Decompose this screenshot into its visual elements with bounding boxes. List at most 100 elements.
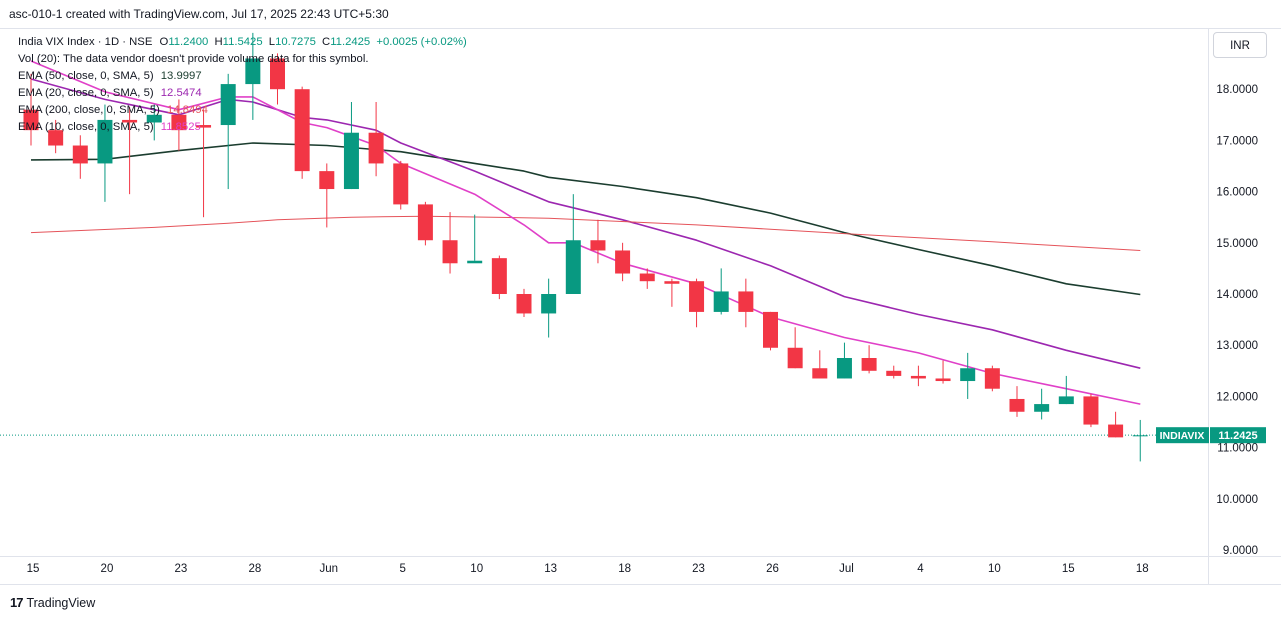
candle-body — [910, 375, 926, 379]
volume-note[interactable]: Vol (20): The data vendor doesn't provid… — [18, 53, 369, 65]
currency-button[interactable]: INR — [1213, 32, 1267, 58]
candle-body — [1034, 404, 1050, 412]
ema10-value: 11.8525 — [160, 121, 201, 133]
y-tick-label: 17.0000 — [1216, 135, 1258, 147]
tradingview-logo-text: TradingView — [26, 596, 96, 610]
candle-body — [491, 258, 507, 294]
candle-body — [886, 370, 902, 376]
ema50-label: EMA (50, close, 0, SMA, 5) — [18, 70, 154, 82]
high-label: H — [214, 36, 223, 48]
candle-body — [565, 240, 581, 294]
candle-body — [1058, 396, 1074, 405]
candle-body — [294, 89, 310, 172]
candle-body — [417, 204, 433, 241]
x-tick-label: 18 — [1136, 563, 1149, 575]
candle-body — [1108, 424, 1124, 438]
legend-ema200-row[interactable]: EMA (200, close, 0, SMA, 5) 14.8494 — [18, 102, 467, 119]
price-tag-value: 11.2425 — [1218, 430, 1257, 442]
candle-body — [836, 358, 852, 379]
ema-line — [30, 60, 1141, 405]
y-tick-label: 10.0000 — [1216, 494, 1258, 506]
axis-layer: 9.0000 10.0000 11.0000 12.0000 13.0000 14.000… — [27, 84, 1258, 575]
ema20-value: 12.5474 — [160, 87, 202, 99]
close-label: C — [322, 36, 331, 48]
candle-body — [393, 163, 409, 205]
x-tick-label: 18 — [618, 563, 631, 575]
tradingview-logo-icon: 17 — [10, 595, 24, 610]
ema10-label: EMA (10, close, 0, SMA, 5) — [18, 121, 154, 133]
candle-body — [935, 378, 951, 382]
price-tag-symbol: INDIAVIX — [1160, 430, 1205, 442]
candle-body — [270, 58, 285, 90]
y-tick-label: 12.0000 — [1216, 391, 1258, 403]
high-value: 11.5425 — [222, 36, 263, 48]
x-tick-label: 10 — [470, 563, 483, 575]
legend-ema10-row[interactable]: EMA (10, close, 0, SMA, 5) 11.8525 — [18, 119, 467, 136]
candle-body — [220, 84, 236, 126]
candle-body — [984, 368, 1000, 389]
y-tick-label: 15.0000 — [1216, 238, 1258, 250]
candle-body — [97, 119, 113, 164]
chart-caption: asc-010-1 created with TradingView.com, … — [9, 7, 389, 21]
low-value: 10.7275 — [275, 36, 316, 48]
ema200-value: 14.8494 — [167, 104, 208, 116]
ema200-label: EMA (200, close, 0, SMA, 5) — [18, 104, 160, 116]
candle-body — [541, 294, 557, 314]
legend-ema20-row[interactable]: EMA (20, close, 0, SMA, 5) 12.5474 — [18, 85, 467, 102]
y-tick-label: 13.0000 — [1216, 340, 1258, 352]
chart-legend: India VIX Index · 1D · NSE O11.2400 H11.… — [18, 34, 467, 136]
x-tick-label: 15 — [1062, 563, 1075, 575]
tradingview-footer[interactable]: 17 TradingView — [10, 595, 95, 610]
price-tag-value-box — [1210, 427, 1266, 444]
candle-body — [1132, 435, 1148, 437]
ema-line — [30, 215, 1141, 251]
open-label: O — [159, 36, 169, 48]
change-value: +0.0025 (+0.02%) — [376, 36, 467, 48]
low-label: L — [268, 36, 276, 48]
x-tick-label: 4 — [917, 563, 924, 575]
candle-body — [664, 281, 680, 284]
candle-body — [713, 291, 729, 312]
x-tick-label: 23 — [692, 563, 705, 575]
candle-layer — [23, 32, 1148, 462]
x-tick-label: Jun — [320, 563, 339, 575]
candle-body — [23, 109, 39, 131]
x-tick-label: 23 — [175, 563, 188, 575]
y-tick-label: 9.0000 — [1223, 545, 1258, 557]
candle-body — [245, 58, 261, 85]
candle-body — [72, 145, 88, 164]
candle-body — [171, 114, 187, 131]
candle-body — [146, 114, 162, 123]
candle-body — [861, 358, 877, 371]
x-tick-label: 13 — [544, 563, 557, 575]
candle-body — [615, 250, 631, 274]
candle-body — [196, 125, 212, 128]
candle-body — [48, 130, 64, 146]
candle-body — [639, 273, 655, 282]
x-tick-label: 20 — [101, 563, 114, 575]
ema50-value: 13.9997 — [160, 70, 202, 82]
ema20-label: EMA (20, close, 0, SMA, 5) — [18, 87, 154, 99]
candle-body — [368, 132, 384, 164]
legend-ema50-row[interactable]: EMA (50, close, 0, SMA, 5) 13.9997 — [18, 68, 467, 85]
candle-body — [960, 368, 976, 382]
candle-body — [689, 281, 705, 312]
candle-body — [319, 171, 335, 190]
symbol-title[interactable]: India VIX Index · 1D · NSE — [18, 36, 153, 48]
price-tag-layer: INDIAVIX 11.2425 — [1156, 427, 1266, 444]
candle-body — [812, 368, 828, 379]
candle-body — [467, 260, 483, 264]
y-tick-label: 18.0000 — [1216, 84, 1258, 96]
candle-body — [590, 240, 606, 251]
y-tick-label: 16.0000 — [1216, 187, 1258, 199]
chart-svg[interactable]: 9.0000 10.0000 11.0000 12.0000 13.0000 14.000… — [0, 28, 1281, 585]
chart-header: asc-010-1 created with TradingView.com, … — [0, 0, 1281, 28]
x-tick-label: 28 — [248, 563, 261, 575]
open-value: 11.2400 — [168, 36, 209, 48]
candle-body — [1083, 396, 1099, 425]
candle-body — [122, 119, 138, 123]
x-tick-label: 15 — [27, 563, 40, 575]
x-tick-label: 10 — [988, 563, 1001, 575]
candle-body — [738, 291, 754, 312]
legend-volume-row: Vol (20): The data vendor doesn't provid… — [18, 51, 467, 68]
